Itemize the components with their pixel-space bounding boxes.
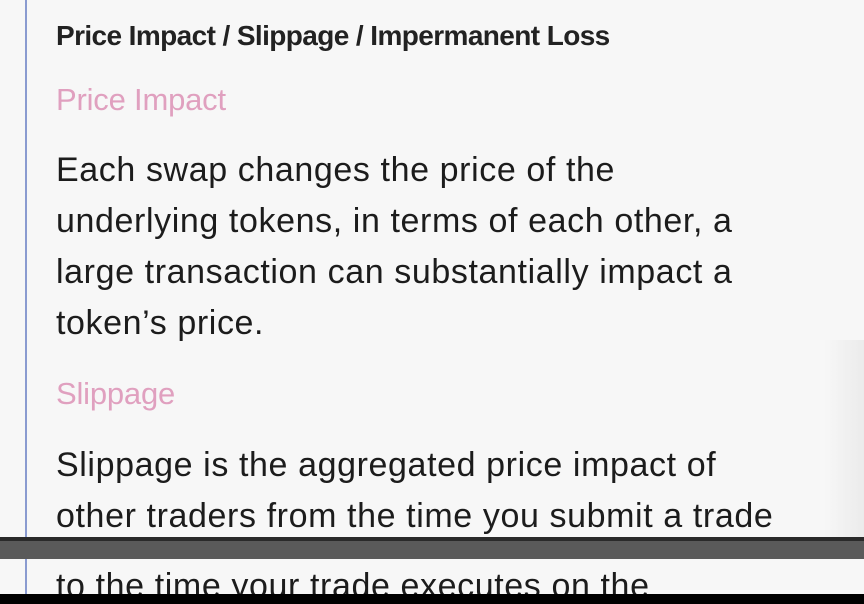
paragraph-line: token’s price. [56, 304, 265, 342]
section-title-price-impact: Price Impact [56, 82, 226, 117]
right-edge-shade [824, 340, 864, 540]
video-overlay-edge [0, 537, 864, 541]
left-margin-rule [25, 0, 27, 604]
section-title-slippage: Slippage [56, 376, 176, 411]
paragraph-line: Each swap changes the price of the [56, 151, 616, 189]
paragraph-line: Slippage is the aggregated price impact … [56, 446, 717, 484]
bottom-black-bar [0, 594, 864, 604]
paragraph-line: other traders from the time you submit a… [56, 497, 774, 535]
paragraph-line: underlying tokens, in terms of each othe… [56, 202, 733, 240]
paragraph-slippage: Slippage is the aggregated price impact … [56, 440, 856, 542]
paragraph-price-impact: Each swap changes the price of the under… [56, 145, 856, 349]
page-title: Price Impact / Slippage / Impermanent Lo… [56, 20, 610, 51]
paragraph-line: large transaction can substantially impa… [56, 253, 733, 291]
video-overlay-bar [0, 541, 864, 559]
